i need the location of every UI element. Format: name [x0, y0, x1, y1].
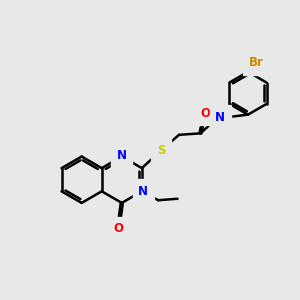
Text: O: O — [114, 222, 124, 235]
Text: S: S — [157, 144, 165, 157]
Text: Br: Br — [249, 56, 264, 69]
Text: H: H — [208, 110, 218, 120]
Text: N: N — [138, 185, 148, 198]
Text: O: O — [200, 107, 211, 120]
Text: N: N — [117, 149, 127, 162]
Text: N: N — [215, 110, 225, 124]
